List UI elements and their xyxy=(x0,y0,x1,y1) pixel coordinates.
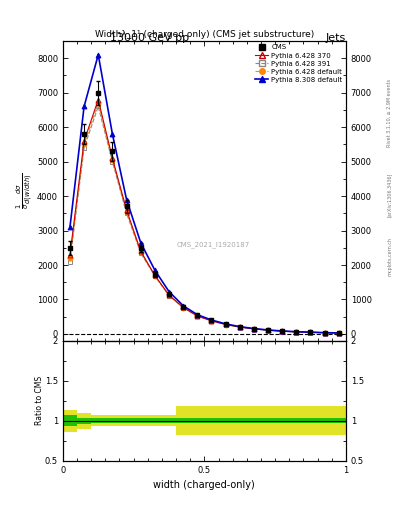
Text: Rivet 3.1.10, ≥ 2.9M events: Rivet 3.1.10, ≥ 2.9M events xyxy=(387,78,392,147)
Legend: CMS, Pythia 6.428 370, Pythia 6.428 391, Pythia 6.428 default, Pythia 8.308 defa: CMS, Pythia 6.428 370, Pythia 6.428 391,… xyxy=(255,45,342,83)
Y-axis label: Ratio to CMS: Ratio to CMS xyxy=(35,376,44,425)
Text: 13000 GeV pp: 13000 GeV pp xyxy=(110,33,189,44)
Text: [arXiv:1306.3436]: [arXiv:1306.3436] xyxy=(387,173,392,217)
Text: Jets: Jets xyxy=(325,33,346,44)
Text: mcplots.cern.ch: mcplots.cern.ch xyxy=(387,237,392,275)
Y-axis label: $\frac{1}{\sigma}\frac{d\sigma}{d(width)}$: $\frac{1}{\sigma}\frac{d\sigma}{d(width)… xyxy=(14,173,34,209)
Title: Widthλ_1¹ (charged only) (CMS jet substructure): Widthλ_1¹ (charged only) (CMS jet substr… xyxy=(95,30,314,39)
X-axis label: width (charged-only): width (charged-only) xyxy=(154,480,255,490)
Text: CMS_2021_I1920187: CMS_2021_I1920187 xyxy=(176,242,250,248)
